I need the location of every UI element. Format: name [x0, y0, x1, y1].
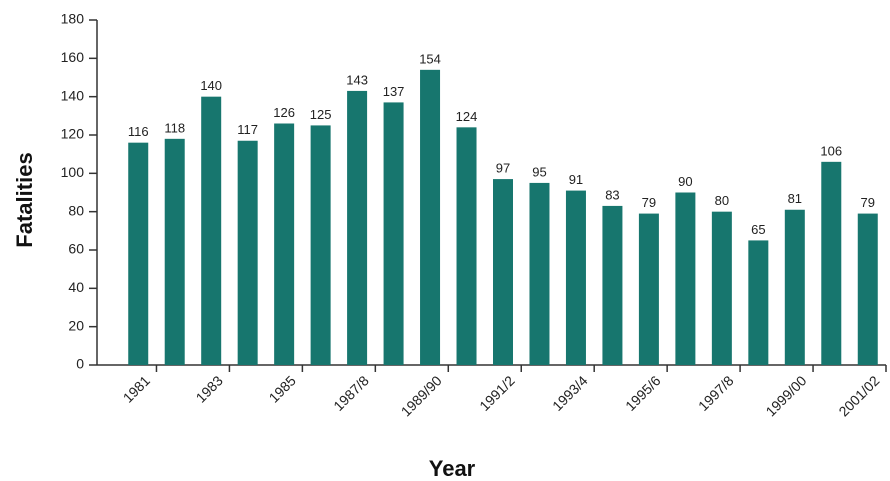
- y-axis-title: Fatalities: [12, 152, 37, 247]
- bar: [529, 182, 550, 365]
- x-tick-label: 2001/02: [835, 372, 882, 419]
- value-label: 154: [419, 51, 441, 66]
- bar: [310, 125, 331, 366]
- value-label: 79: [642, 195, 656, 210]
- value-label: 81: [788, 191, 802, 206]
- x-tick-label: 1999/00: [762, 372, 809, 419]
- value-label: 125: [310, 107, 332, 122]
- value-label: 91: [569, 172, 583, 187]
- value-label: 65: [751, 222, 765, 237]
- bar: [237, 140, 258, 365]
- bar: [274, 123, 295, 365]
- y-tick-label: 140: [61, 87, 85, 103]
- x-tick-label: 1989/90: [398, 372, 445, 419]
- value-label: 140: [200, 78, 222, 93]
- bar: [201, 96, 222, 366]
- bar: [857, 213, 878, 365]
- x-tick-label: 1981: [120, 372, 153, 405]
- bar: [675, 192, 696, 365]
- bar: [456, 127, 477, 365]
- y-tick-label: 120: [61, 126, 85, 142]
- y-tick-label: 60: [68, 241, 84, 257]
- value-label: 143: [346, 72, 368, 87]
- y-tick-label: 100: [61, 164, 85, 180]
- x-axis-title: Year: [429, 456, 476, 481]
- value-label: 90: [678, 174, 692, 189]
- value-label: 126: [273, 105, 295, 120]
- value-label: 106: [820, 143, 842, 158]
- x-tick-label: 1987/8: [330, 372, 372, 414]
- bar: [784, 209, 805, 365]
- y-tick-label: 160: [61, 49, 85, 65]
- bar: [565, 190, 586, 365]
- bar: [128, 142, 149, 365]
- x-tick-label: 1997/8: [695, 372, 737, 414]
- value-label: 95: [532, 164, 546, 179]
- x-tick-label: 1985: [266, 372, 299, 405]
- x-tick-label: 1993/4: [549, 372, 591, 414]
- bar: [821, 161, 842, 365]
- bar: [711, 211, 732, 365]
- value-label: 79: [861, 195, 875, 210]
- y-tick-label: 20: [68, 317, 84, 333]
- value-label: 124: [456, 109, 478, 124]
- value-label: 117: [237, 122, 258, 137]
- y-tick-label: 180: [61, 11, 85, 27]
- y-tick-label: 80: [68, 202, 84, 218]
- bar: [383, 102, 404, 366]
- y-tick-label: 40: [68, 279, 84, 295]
- value-label: 137: [383, 84, 405, 99]
- x-tick-label: 1991/2: [476, 372, 518, 414]
- bar: [638, 213, 659, 365]
- bar: [602, 205, 623, 365]
- bar: [493, 179, 513, 365]
- value-label: 80: [715, 193, 729, 208]
- value-label: 97: [496, 161, 510, 176]
- x-tick-label: 1995/6: [622, 372, 664, 414]
- value-label: 116: [128, 124, 149, 139]
- bar: [748, 240, 769, 365]
- y-tick-label: 0: [76, 356, 84, 372]
- bar: [164, 138, 185, 365]
- value-label: 118: [164, 120, 185, 135]
- x-tick-label: 1983: [193, 372, 226, 405]
- bar: [420, 69, 441, 365]
- value-label: 83: [605, 187, 619, 202]
- bar: [347, 90, 368, 366]
